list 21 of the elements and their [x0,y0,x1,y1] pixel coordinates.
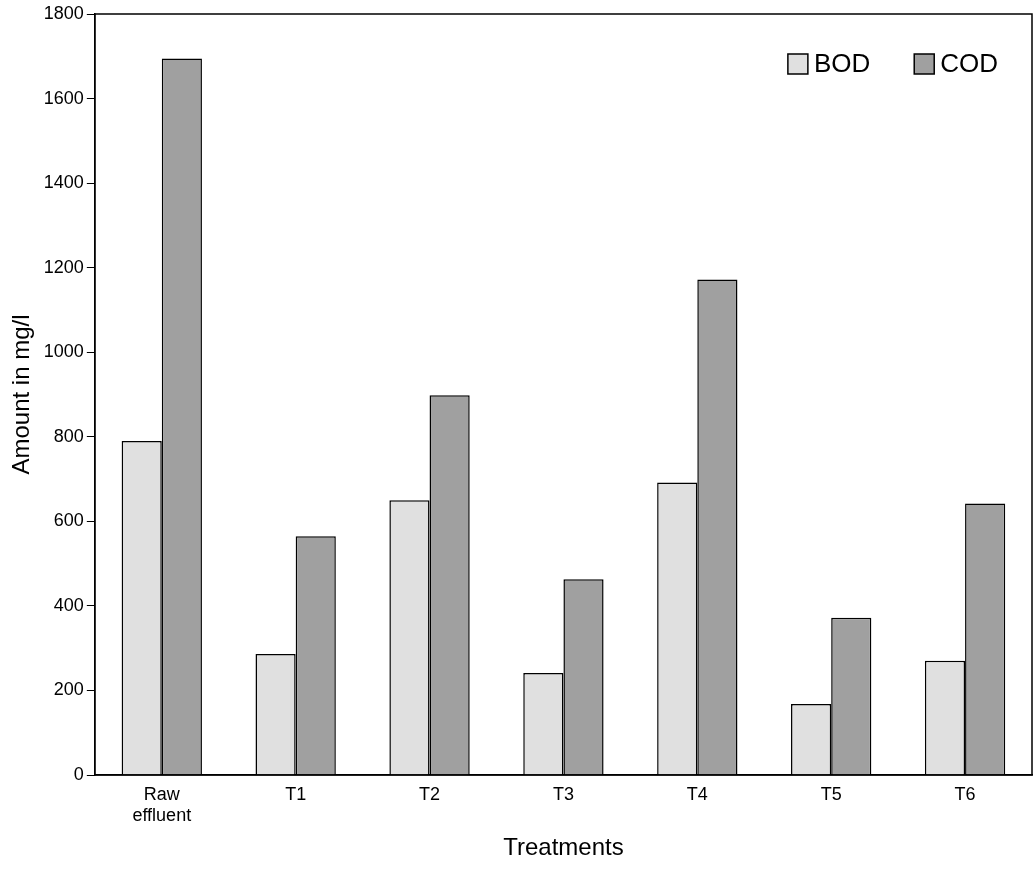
x-tick-label: Raw effluent [132,783,192,826]
x-tick-label: T2 [419,783,441,804]
y-tick-label: 1800 [43,2,84,23]
y-axis-title: Amount in mg/l [7,314,35,475]
legend-label: COD [940,48,998,79]
x-tick-label: T3 [552,783,574,804]
y-tick-label: 1400 [43,172,84,193]
x-tick-label: T6 [954,783,976,804]
y-tick-label: 1200 [43,256,84,277]
y-tick-label: 200 [53,679,84,700]
x-tick-label: T4 [686,783,708,804]
x-tick-label: T1 [285,783,307,804]
y-tick-label: 1000 [43,341,84,362]
legend-label: BOD [813,48,871,79]
y-tick-label: 600 [53,510,84,531]
y-tick-label: 800 [53,425,84,446]
y-tick-label: 0 [73,763,84,784]
y-tick-label: 1600 [43,87,84,108]
y-tick-label: 400 [53,594,84,615]
x-axis-title: Treatments [503,833,624,861]
x-tick-label: T5 [820,783,842,804]
